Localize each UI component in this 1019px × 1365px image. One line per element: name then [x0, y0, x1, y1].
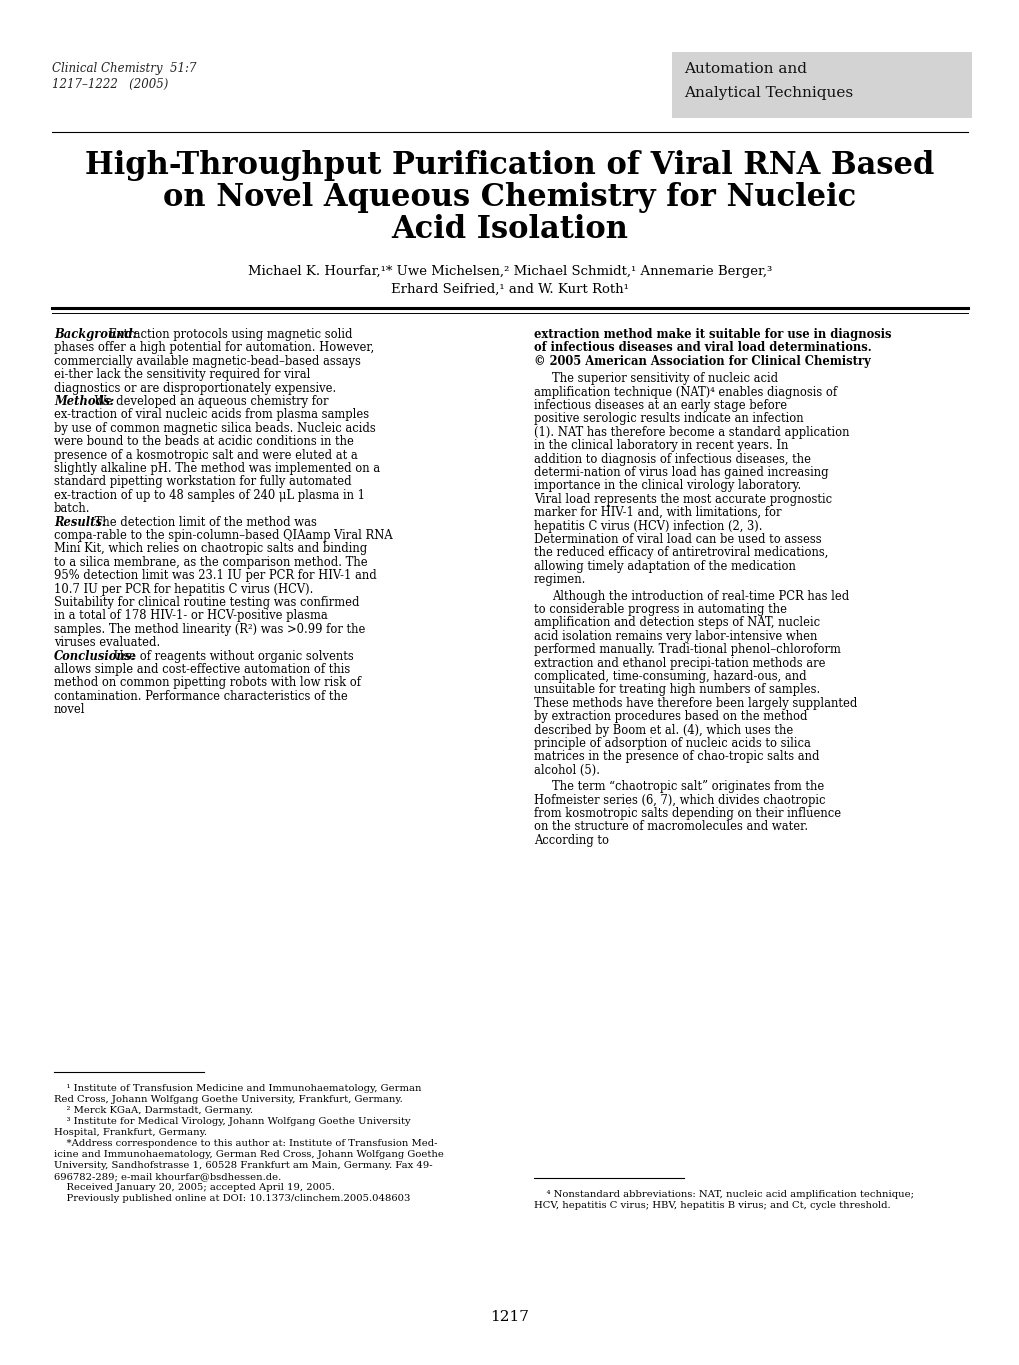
Text: compa-rable to the spin-column–based QIAamp Viral RNA: compa-rable to the spin-column–based QIA…	[54, 530, 392, 542]
Text: described by Boom et al. (4), which uses the: described by Boom et al. (4), which uses…	[534, 723, 793, 737]
Text: addition to diagnosis of infectious diseases, the: addition to diagnosis of infectious dise…	[534, 453, 810, 465]
Text: by extraction procedures based on the method: by extraction procedures based on the me…	[534, 710, 807, 723]
Text: infectious diseases at an early stage before: infectious diseases at an early stage be…	[534, 399, 787, 412]
Text: *Address correspondence to this author at: Institute of Transfusion Med-: *Address correspondence to this author a…	[54, 1138, 437, 1148]
Text: Automation and: Automation and	[684, 61, 806, 76]
Text: We developed an aqueous chemistry for: We developed an aqueous chemistry for	[91, 394, 328, 408]
Text: diagnostics or are disproportionately expensive.: diagnostics or are disproportionately ex…	[54, 382, 336, 394]
Text: presence of a kosmotropic salt and were eluted at a: presence of a kosmotropic salt and were …	[54, 449, 358, 461]
Text: contamination. Performance characteristics of the: contamination. Performance characteristi…	[54, 689, 347, 703]
Text: extraction method make it suitable for use in diagnosis: extraction method make it suitable for u…	[534, 328, 891, 341]
Text: The detection limit of the method was: The detection limit of the method was	[91, 516, 317, 528]
Text: commercially available magnetic-bead–based assays: commercially available magnetic-bead–bas…	[54, 355, 361, 367]
Text: of infectious diseases and viral load determinations.: of infectious diseases and viral load de…	[534, 341, 871, 355]
Text: performed manually. Tradi-tional phenol–chloroform: performed manually. Tradi-tional phenol–…	[534, 643, 840, 657]
Text: Received January 20, 2005; accepted April 19, 2005.: Received January 20, 2005; accepted Apri…	[54, 1183, 334, 1192]
Text: slightly alkaline pH. The method was implemented on a: slightly alkaline pH. The method was imp…	[54, 461, 380, 475]
Text: by use of common magnetic silica beads. Nucleic acids: by use of common magnetic silica beads. …	[54, 422, 375, 435]
Text: Background:: Background:	[54, 328, 137, 341]
Text: in a total of 178 HIV-1- or HCV-positive plasma: in a total of 178 HIV-1- or HCV-positive…	[54, 609, 327, 622]
Text: ei-ther lack the sensitivity required for viral: ei-ther lack the sensitivity required fo…	[54, 369, 310, 381]
Text: on the structure of macromolecules and water.: on the structure of macromolecules and w…	[534, 820, 807, 834]
Text: © 2005 American Association for Clinical Chemistry: © 2005 American Association for Clinical…	[534, 355, 870, 367]
Bar	[672, 52, 971, 117]
Text: 1217: 1217	[490, 1310, 529, 1324]
Text: on Novel Aqueous Chemistry for Nucleic: on Novel Aqueous Chemistry for Nucleic	[163, 182, 856, 213]
Text: icine and Immunohaematology, German Red Cross, Johann Wolfgang Goethe: icine and Immunohaematology, German Red …	[54, 1149, 443, 1159]
Text: alcohol (5).: alcohol (5).	[534, 764, 599, 777]
Text: were bound to the beads at acidic conditions in the: were bound to the beads at acidic condit…	[54, 435, 354, 448]
Text: principle of adsorption of nucleic acids to silica: principle of adsorption of nucleic acids…	[534, 737, 810, 749]
Text: Although the introduction of real-time PCR has led: Although the introduction of real-time P…	[551, 590, 849, 602]
Text: Results:: Results:	[54, 516, 106, 528]
Text: Analytical Techniques: Analytical Techniques	[684, 86, 852, 100]
Text: ¹ Institute of Transfusion Medicine and Immunohaematology, German: ¹ Institute of Transfusion Medicine and …	[54, 1084, 421, 1093]
Text: complicated, time-consuming, hazard-ous, and: complicated, time-consuming, hazard-ous,…	[534, 670, 806, 682]
Text: 10.7 IU per PCR for hepatitis C virus (HCV).: 10.7 IU per PCR for hepatitis C virus (H…	[54, 583, 313, 595]
Text: extraction and ethanol precipi-tation methods are: extraction and ethanol precipi-tation me…	[534, 657, 824, 670]
Text: from kosmotropic salts depending on their influence: from kosmotropic salts depending on thei…	[534, 807, 841, 820]
Text: High-Throughput Purification of Viral RNA Based: High-Throughput Purification of Viral RN…	[86, 150, 933, 182]
Text: Previously published online at DOI: 10.1373/clinchem.2005.048603: Previously published online at DOI: 10.1…	[54, 1194, 410, 1203]
Text: Red Cross, Johann Wolfgang Goethe University, Frankfurt, Germany.: Red Cross, Johann Wolfgang Goethe Univer…	[54, 1095, 403, 1104]
Text: phases offer a high potential for automation. However,: phases offer a high potential for automa…	[54, 341, 374, 355]
Text: the reduced efficacy of antiretroviral medications,: the reduced efficacy of antiretroviral m…	[534, 546, 827, 560]
Text: batch.: batch.	[54, 502, 91, 515]
Text: Use of reagents without organic solvents: Use of reagents without organic solvents	[110, 650, 354, 662]
Text: ex-traction of viral nucleic acids from plasma samples: ex-traction of viral nucleic acids from …	[54, 408, 369, 422]
Text: matrices in the presence of chao-tropic salts and: matrices in the presence of chao-tropic …	[534, 751, 818, 763]
Text: novel: novel	[54, 703, 86, 717]
Text: ex-traction of up to 48 samples of 240 μL plasma in 1: ex-traction of up to 48 samples of 240 μ…	[54, 489, 365, 502]
Text: Michael K. Hourfar,¹* Uwe Michelsen,² Michael Schmidt,¹ Annemarie Berger,³: Michael K. Hourfar,¹* Uwe Michelsen,² Mi…	[248, 265, 771, 278]
Text: viruses evaluated.: viruses evaluated.	[54, 636, 160, 650]
Text: HCV, hepatitis C virus; HBV, hepatitis B virus; and Ct, cycle threshold.: HCV, hepatitis C virus; HBV, hepatitis B…	[534, 1201, 890, 1209]
Text: amplification technique (NAT)⁴ enables diagnosis of: amplification technique (NAT)⁴ enables d…	[534, 385, 837, 399]
Text: 1217–1222   (2005): 1217–1222 (2005)	[52, 78, 168, 91]
Text: Determination of viral load can be used to assess: Determination of viral load can be used …	[534, 532, 821, 546]
Text: Methods:: Methods:	[54, 394, 114, 408]
Text: 696782-289; e-mail khourfar@bsdhessen.de.: 696782-289; e-mail khourfar@bsdhessen.de…	[54, 1173, 281, 1181]
Text: The term “chaotropic salt” originates from the: The term “chaotropic salt” originates fr…	[551, 781, 823, 793]
Text: ³ Institute for Medical Virology, Johann Wolfgang Goethe University: ³ Institute for Medical Virology, Johann…	[54, 1117, 411, 1126]
Text: Acid Isolation: Acid Isolation	[391, 214, 628, 244]
Text: Mini Kit, which relies on chaotropic salts and binding: Mini Kit, which relies on chaotropic sal…	[54, 542, 367, 556]
Text: Conclusions:: Conclusions:	[54, 650, 137, 662]
Text: Extraction protocols using magnetic solid: Extraction protocols using magnetic soli…	[105, 328, 353, 341]
Text: importance in the clinical virology laboratory.: importance in the clinical virology labo…	[534, 479, 801, 493]
Text: Hofmeister series (6, 7), which divides chaotropic: Hofmeister series (6, 7), which divides …	[534, 793, 824, 807]
Text: method on common pipetting robots with low risk of: method on common pipetting robots with l…	[54, 677, 361, 689]
Text: hepatitis C virus (HCV) infection (2, 3).: hepatitis C virus (HCV) infection (2, 3)…	[534, 520, 762, 532]
Text: standard pipetting workstation for fully automated: standard pipetting workstation for fully…	[54, 475, 352, 489]
Text: determi-nation of virus load has gained increasing: determi-nation of virus load has gained …	[534, 465, 827, 479]
Text: to considerable progress in automating the: to considerable progress in automating t…	[534, 603, 787, 616]
Text: unsuitable for treating high numbers of samples.: unsuitable for treating high numbers of …	[534, 684, 819, 696]
Text: allowing timely adaptation of the medication: allowing timely adaptation of the medica…	[534, 560, 795, 573]
Text: ² Merck KGaA, Darmstadt, Germany.: ² Merck KGaA, Darmstadt, Germany.	[54, 1106, 253, 1115]
Text: samples. The method linearity (R²) was >0.99 for the: samples. The method linearity (R²) was >…	[54, 622, 365, 636]
Text: allows simple and cost-effective automation of this: allows simple and cost-effective automat…	[54, 663, 350, 676]
Text: Suitability for clinical routine testing was confirmed: Suitability for clinical routine testing…	[54, 597, 359, 609]
Text: Clinical Chemistry  51:7: Clinical Chemistry 51:7	[52, 61, 197, 75]
Text: These methods have therefore been largely supplanted: These methods have therefore been largel…	[534, 696, 857, 710]
Text: regimen.: regimen.	[534, 573, 586, 586]
Text: amplification and detection steps of NAT, nucleic: amplification and detection steps of NAT…	[534, 617, 819, 629]
Text: acid isolation remains very labor-intensive when: acid isolation remains very labor-intens…	[534, 629, 816, 643]
Text: Erhard Seifried,¹ and W. Kurt Roth¹: Erhard Seifried,¹ and W. Kurt Roth¹	[390, 283, 629, 296]
Text: ⁴ Nonstandard abbreviations: NAT, nucleic acid amplification technique;: ⁴ Nonstandard abbreviations: NAT, nuclei…	[534, 1190, 913, 1198]
Text: According to: According to	[534, 834, 608, 846]
Text: positive serologic results indicate an infection: positive serologic results indicate an i…	[534, 412, 803, 426]
Text: (1). NAT has therefore become a standard application: (1). NAT has therefore become a standard…	[534, 426, 849, 438]
Text: to a silica membrane, as the comparison method. The: to a silica membrane, as the comparison …	[54, 556, 367, 569]
Text: The superior sensitivity of nucleic acid: The superior sensitivity of nucleic acid	[551, 373, 777, 385]
Text: Hospital, Frankfurt, Germany.: Hospital, Frankfurt, Germany.	[54, 1127, 207, 1137]
Text: in the clinical laboratory in recent years. In: in the clinical laboratory in recent yea…	[534, 440, 788, 452]
Text: Viral load represents the most accurate prognostic: Viral load represents the most accurate …	[534, 493, 832, 506]
Text: University, Sandhofstrasse 1, 60528 Frankfurt am Main, Germany. Fax 49-: University, Sandhofstrasse 1, 60528 Fran…	[54, 1162, 432, 1170]
Text: 95% detection limit was 23.1 IU per PCR for HIV-1 and: 95% detection limit was 23.1 IU per PCR …	[54, 569, 376, 583]
Text: marker for HIV-1 and, with limitations, for: marker for HIV-1 and, with limitations, …	[534, 506, 781, 519]
